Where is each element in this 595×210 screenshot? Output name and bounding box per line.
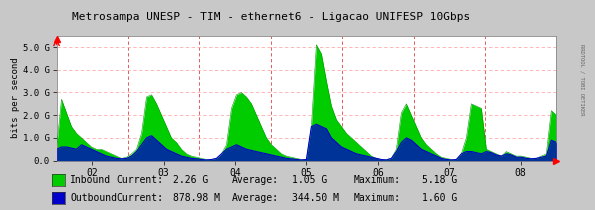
Text: Outbound: Outbound <box>70 193 117 203</box>
Text: Current:: Current: <box>116 193 163 203</box>
Text: 2.26 G: 2.26 G <box>173 175 208 185</box>
Text: Metrosampa UNESP - TIM - ethernet6 - Ligacao UNIFESP 10Gbps: Metrosampa UNESP - TIM - ethernet6 - Lig… <box>71 12 470 22</box>
Text: Average:: Average: <box>232 175 279 185</box>
Text: 878.98 M: 878.98 M <box>173 193 220 203</box>
Text: 344.50 M: 344.50 M <box>292 193 339 203</box>
Y-axis label: bits per second: bits per second <box>11 58 20 138</box>
Text: 1.05 G: 1.05 G <box>292 175 327 185</box>
Text: Average:: Average: <box>232 193 279 203</box>
Text: Current:: Current: <box>116 175 163 185</box>
Text: Inbound: Inbound <box>70 175 111 185</box>
Text: 1.60 G: 1.60 G <box>422 193 458 203</box>
Text: Maximum:: Maximum: <box>354 193 401 203</box>
Text: Maximum:: Maximum: <box>354 175 401 185</box>
Text: RRDTOOL / TOBI OETIKER: RRDTOOL / TOBI OETIKER <box>580 44 584 116</box>
Text: 5.18 G: 5.18 G <box>422 175 458 185</box>
